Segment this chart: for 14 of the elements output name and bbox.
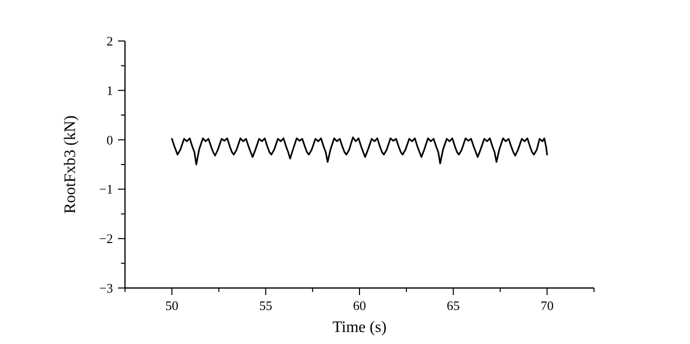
y-tick-label: −1 [99,182,113,197]
y-tick-label: −3 [99,280,113,296]
x-tick-label: 50 [165,298,178,313]
y-tick-label: 0 [106,132,113,148]
x-tick-label: 60 [353,298,366,313]
x-tick-label: 65 [446,298,460,313]
y-tick-label: −2 [99,231,113,246]
line-series [171,136,548,166]
x-axis-title: Time (s) [332,319,387,336]
x-tick-label: 70 [540,298,554,313]
y-tick-label: 1 [106,82,113,98]
y-axis-title: RootFxb3 (kN) [62,115,79,214]
y-tick-label: 2 [106,34,113,48]
x-tick-label: 55 [259,298,272,313]
